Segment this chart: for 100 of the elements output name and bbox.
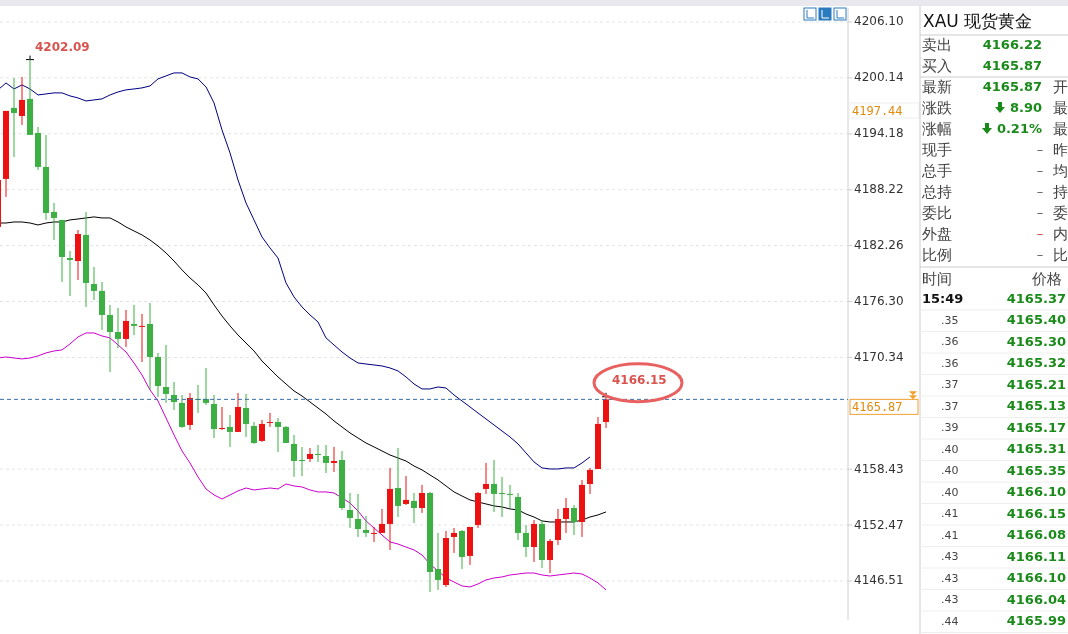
candlestick [491,459,497,513]
text: .43 [941,593,959,606]
text: 外盘 [922,224,952,243]
text: .37 [941,399,959,413]
candlestick [307,447,313,463]
text: .37 [941,378,959,391]
text: 4165.99 [1006,613,1066,628]
text: 涨幅 [922,119,952,138]
candlestick [251,421,257,445]
candlestick [163,344,169,404]
y-tick-label: 4200.14 [854,70,904,85]
text: 4197.44 [852,103,903,118]
text: 4165.13 [1006,398,1066,413]
candlestick [347,492,353,529]
text: 最 [1053,98,1068,117]
text: 4165.31 [1006,441,1066,456]
text: .41 [941,507,959,520]
text: 委 [1053,203,1068,222]
text: 现手 [922,140,952,159]
candlestick [131,304,137,336]
candlestick [315,444,321,463]
text: 4166.15 [612,372,667,387]
text: 昨 [1053,140,1068,159]
text: XAU 现货黄金 [923,11,1033,31]
candlestick [323,444,329,474]
candlestick [363,515,369,538]
line-series [0,332,607,591]
text: – [1036,225,1044,241]
text: – [1036,183,1044,199]
text: 总手 [921,161,952,180]
text: .41 [941,528,959,542]
text: 4166.11 [1006,548,1066,564]
text: 最 [1053,119,1068,138]
text: 比例 [922,245,952,264]
text: 4166.08 [1006,527,1066,542]
candlestick [419,484,425,514]
text: 4166.10 [1006,570,1066,585]
candlestick [395,447,401,518]
text: 内 [1053,224,1068,243]
candlestick [411,492,417,524]
candlestick [299,446,305,477]
candlestick [267,412,273,428]
text: .43 [941,550,959,563]
y-tick-label: 4182.26 [854,238,904,253]
text: 4166.15 [1006,505,1066,521]
text: – [1036,204,1044,220]
candlestick [51,202,57,241]
candlestick [507,484,513,509]
candlestick [483,462,489,495]
candlestick [275,417,281,453]
text: 8.90 [1009,99,1042,115]
text: 开 [1053,77,1068,96]
text: 卖出 [922,35,952,54]
candlestick [123,309,129,348]
annotation: 4202.09 [35,39,90,54]
text: – [1036,162,1044,178]
text: 时间 [922,269,952,288]
candlestick [547,538,553,574]
candlestick [259,419,265,443]
y-tick-label: 4146.51 [854,573,904,588]
text: 4165.37 [1006,290,1066,306]
text: .40 [941,485,959,499]
candlestick [19,76,25,126]
text: 持 [1053,182,1068,201]
candlestick [523,524,529,558]
candlestick [91,266,97,301]
candlestick [379,508,385,534]
y-tick-label: 4206.10 [854,14,904,29]
candlestick [563,497,569,534]
text: – [1036,246,1044,262]
y-tick-label: 4158.43 [854,461,904,476]
candlestick [587,467,593,495]
text: 委比 [922,203,952,222]
candlestick [67,250,73,297]
candlestick [227,414,233,448]
text: .44 [941,614,959,628]
candlestick [499,476,505,518]
text: .40 [941,464,959,477]
text: 买入 [922,56,952,75]
text: 4165.87 [982,57,1042,73]
text: – [1036,141,1044,157]
text: 4166.04 [1006,591,1066,607]
y-tick-label: 4176.30 [854,294,904,309]
candlestick [171,381,177,411]
candlestick [219,406,225,431]
text: 最新 [922,77,952,96]
text: .39 [941,421,959,434]
text: .43 [941,571,959,585]
candlestick [555,508,561,546]
y-tick-label: 4152.47 [854,517,904,532]
candlestick [371,526,377,543]
candlestick [11,77,17,158]
candlestick [571,504,577,536]
text: 比 [1053,245,1068,264]
candlestick [139,313,145,363]
candlestick [243,393,249,438]
text: 4165.17 [1006,419,1066,435]
candlestick [331,446,337,473]
y-tick-label: 4194.18 [854,126,904,141]
text: .36 [941,356,959,370]
